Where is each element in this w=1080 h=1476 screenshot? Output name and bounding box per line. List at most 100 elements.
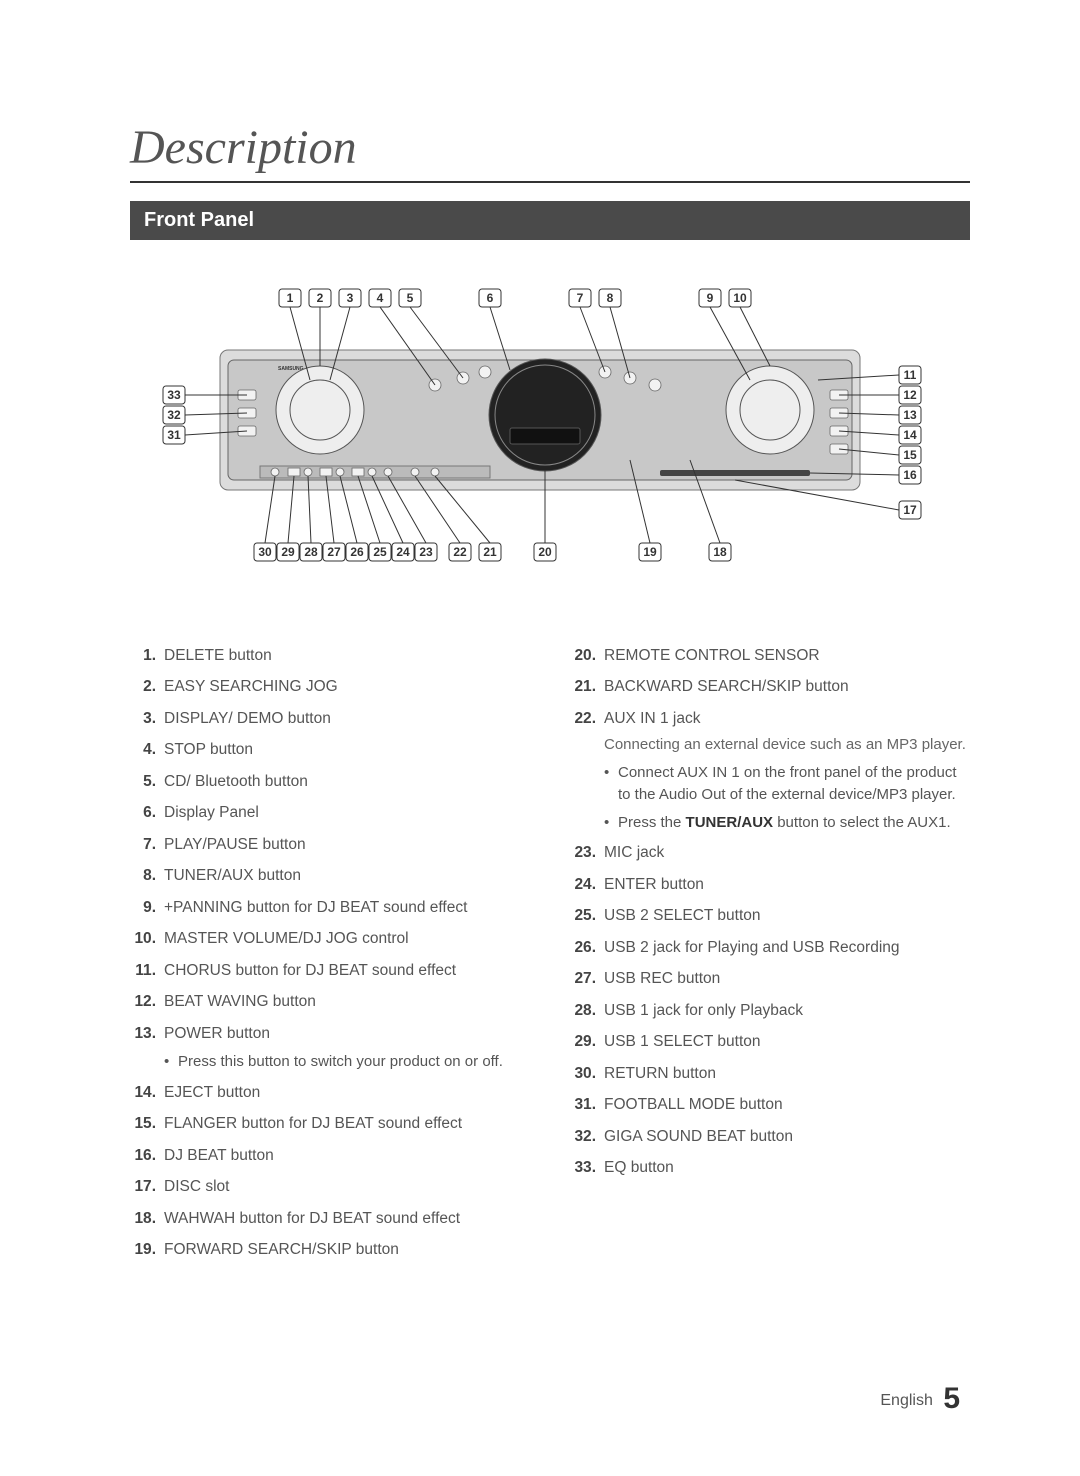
list-item: 20 REMOTE CONTROL SENSOR xyxy=(570,645,970,667)
list-item: 31 FOOTBALL MODE button xyxy=(570,1094,970,1116)
item-text: +PANNING button for DJ BEAT sound effect xyxy=(164,899,467,916)
item-number: 30 xyxy=(570,1063,596,1085)
item-number: 15 xyxy=(130,1113,156,1135)
item-number: 25 xyxy=(570,905,596,927)
item-text: CHORUS button for DJ BEAT sound effect xyxy=(164,962,456,979)
item-number: 18 xyxy=(130,1208,156,1230)
item-text: WAHWAH button for DJ BEAT sound effect xyxy=(164,1210,460,1227)
item-text: AUX IN 1 jack xyxy=(604,710,700,727)
list-item: 9+PANNING button for DJ BEAT sound effec… xyxy=(130,897,530,919)
list-item: 3 DISPLAY/ DEMO button xyxy=(130,708,530,730)
item-text: MASTER VOLUME/DJ JOG control xyxy=(164,930,409,947)
list-item: 16DJ BEAT button xyxy=(130,1145,530,1167)
list-item: 12BEAT WAVING button xyxy=(130,991,530,1013)
item-text: POWER button xyxy=(164,1025,270,1042)
item-text: RETURN button xyxy=(604,1065,716,1082)
svg-text:27: 27 xyxy=(327,545,341,559)
front-panel-diagram: SAMSUNG xyxy=(130,270,950,580)
svg-text:8: 8 xyxy=(607,291,614,305)
item-number: 20 xyxy=(570,645,596,667)
item-number: 31 xyxy=(570,1094,596,1116)
list-item: 13POWER buttonPress this button to switc… xyxy=(130,1023,530,1073)
svg-text:17: 17 xyxy=(903,503,917,517)
item-number: 14 xyxy=(130,1082,156,1104)
item-text: USB 2 SELECT button xyxy=(604,907,761,924)
list-item: 27USB REC button xyxy=(570,968,970,990)
item-number: 16 xyxy=(130,1145,156,1167)
item-text: ENTER button xyxy=(604,876,704,893)
svg-text:29: 29 xyxy=(281,545,295,559)
list-item: 1DELETE button xyxy=(130,645,530,667)
svg-text:24: 24 xyxy=(396,545,410,559)
item-number: 6 xyxy=(130,802,156,824)
svg-text:12: 12 xyxy=(903,388,917,402)
item-text: USB 1 SELECT button xyxy=(604,1033,761,1050)
item-text: FOOTBALL MODE button xyxy=(604,1096,783,1113)
svg-text:20: 20 xyxy=(538,545,552,559)
item-number: 26 xyxy=(570,937,596,959)
item-number: 13 xyxy=(130,1023,156,1045)
svg-text:28: 28 xyxy=(304,545,318,559)
list-item: 14EJECT button xyxy=(130,1082,530,1104)
svg-text:31: 31 xyxy=(167,428,181,442)
svg-text:2: 2 xyxy=(317,291,324,305)
svg-text:18: 18 xyxy=(713,545,727,559)
item-text: STOP button xyxy=(164,741,253,758)
list-item: 10MASTER VOLUME/DJ JOG control xyxy=(130,928,530,950)
svg-text:14: 14 xyxy=(903,428,917,442)
item-number: 3 xyxy=(130,708,156,730)
item-number: 33 xyxy=(570,1157,596,1179)
list-item: 21BACKWARD SEARCH/SKIP button xyxy=(570,676,970,698)
item-number: 27 xyxy=(570,968,596,990)
list-item: 11 CHORUS button for DJ BEAT sound effect xyxy=(130,960,530,982)
item-text: EQ button xyxy=(604,1159,674,1176)
item-bullet: Press the TUNER/AUX button to select the… xyxy=(618,812,970,834)
page-title: Description xyxy=(130,120,970,175)
list-item: 33 EQ button xyxy=(570,1157,970,1179)
item-text: DISPLAY/ DEMO button xyxy=(164,710,331,727)
list-item: 15FLANGER button for DJ BEAT sound effec… xyxy=(130,1113,530,1135)
list-item: 2EASY SEARCHING JOG xyxy=(130,676,530,698)
item-text: DISC slot xyxy=(164,1178,229,1195)
list-item: 24ENTER button xyxy=(570,874,970,896)
list-item: 19 FORWARD SEARCH/SKIP button xyxy=(130,1239,530,1261)
item-number: 17 xyxy=(130,1176,156,1198)
list-item: 4 STOP button xyxy=(130,739,530,761)
item-subtext: Connecting an external device such as an… xyxy=(604,734,970,756)
list-item: 28USB 1 jack for only Playback xyxy=(570,1000,970,1022)
item-text: EASY SEARCHING JOG xyxy=(164,678,338,695)
item-number: 7 xyxy=(130,834,156,856)
item-text: MIC jack xyxy=(604,844,664,861)
svg-text:21: 21 xyxy=(483,545,497,559)
description-lists: 1DELETE button 2EASY SEARCHING JOG 3 DISPLA… xyxy=(130,645,970,1271)
svg-text:1: 1 xyxy=(287,291,294,305)
item-number: 21 xyxy=(570,676,596,698)
list-item: 6 Display Panel xyxy=(130,802,530,824)
item-text: Display Panel xyxy=(164,804,259,821)
item-number: 11 xyxy=(130,960,156,982)
svg-text:6: 6 xyxy=(487,291,494,305)
svg-text:33: 33 xyxy=(167,388,181,402)
list-item: 26USB 2 jack for Playing and USB Recordi… xyxy=(570,937,970,959)
item-number: 19 xyxy=(130,1239,156,1261)
svg-text:4: 4 xyxy=(377,291,384,305)
list-item: 7PLAY/PAUSE button xyxy=(130,834,530,856)
page-footer: English 5 xyxy=(880,1382,960,1416)
svg-text:32: 32 xyxy=(167,408,181,422)
list-item: 25 USB 2 SELECT button xyxy=(570,905,970,927)
list-item: 23MIC jack xyxy=(570,842,970,864)
svg-text:19: 19 xyxy=(643,545,657,559)
svg-text:26: 26 xyxy=(350,545,364,559)
svg-text:3: 3 xyxy=(347,291,354,305)
svg-text:30: 30 xyxy=(258,545,272,559)
svg-text:13: 13 xyxy=(903,408,917,422)
item-text: REMOTE CONTROL SENSOR xyxy=(604,647,820,664)
svg-text:7: 7 xyxy=(577,291,584,305)
svg-text:10: 10 xyxy=(733,291,747,305)
item-text: FORWARD SEARCH/SKIP button xyxy=(164,1241,399,1258)
right-column-list: 20 REMOTE CONTROL SENSOR 21BACKWARD SEARCH… xyxy=(570,645,970,1180)
list-item: 30 RETURN button xyxy=(570,1063,970,1085)
title-rule xyxy=(130,181,970,183)
svg-text:15: 15 xyxy=(903,448,917,462)
item-number: 4 xyxy=(130,739,156,761)
